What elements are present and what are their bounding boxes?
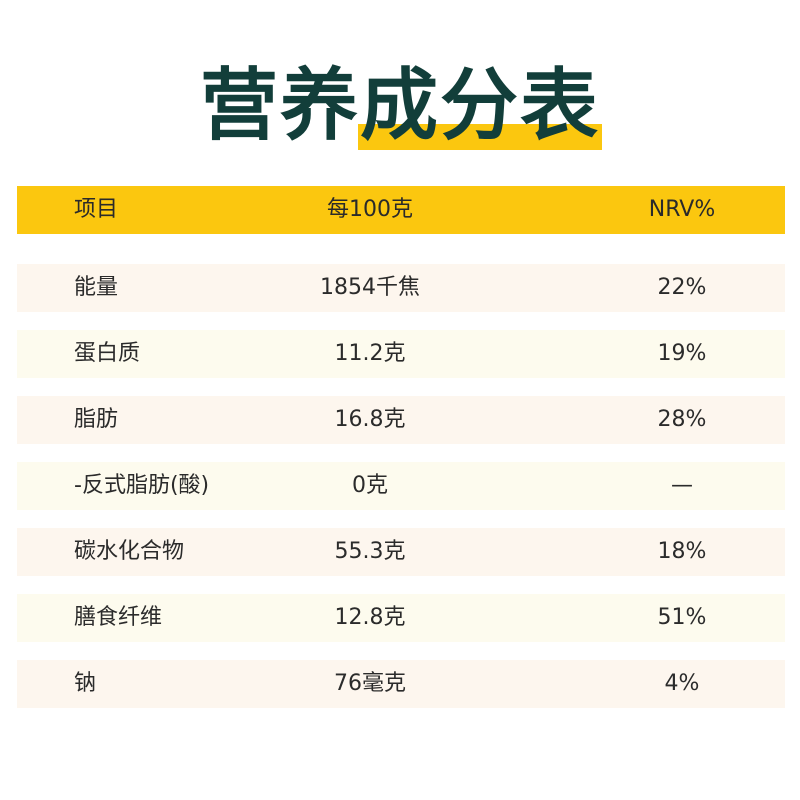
row-nrv: 51% bbox=[657, 605, 707, 630]
row-item: 脂肪 bbox=[74, 407, 119, 432]
row-nrv: 22% bbox=[657, 275, 707, 300]
row-value: 11.2克 bbox=[334, 341, 406, 366]
title-area: 营养成分表 bbox=[0, 58, 800, 158]
header-item: 项目 bbox=[74, 197, 119, 222]
row-value: 1854千焦 bbox=[320, 275, 420, 300]
table-row: -反式脂肪(酸) 0克 — bbox=[17, 462, 785, 510]
table-row: 脂肪 16.8克 28% bbox=[17, 396, 785, 444]
table-row: 蛋白质 11.2克 19% bbox=[17, 330, 785, 378]
row-nrv: 4% bbox=[664, 671, 700, 696]
row-value: 16.8克 bbox=[334, 407, 406, 432]
title-highlight-bar bbox=[358, 124, 602, 150]
header-per100: 每100克 bbox=[327, 197, 413, 222]
row-nrv: 28% bbox=[657, 407, 707, 432]
row-nrv: — bbox=[671, 473, 693, 498]
row-value: 0克 bbox=[352, 473, 388, 498]
row-item: 蛋白质 bbox=[74, 341, 141, 366]
table-row: 碳水化合物 55.3克 18% bbox=[17, 528, 785, 576]
header-nrv: NRV% bbox=[648, 197, 716, 222]
row-item: 膳食纤维 bbox=[74, 605, 163, 630]
row-item: 钠 bbox=[74, 671, 97, 696]
row-value: 76毫克 bbox=[334, 671, 406, 696]
table-header: 项目 每100克 NRV% bbox=[17, 186, 785, 234]
table-row: 能量 1854千焦 22% bbox=[17, 264, 785, 312]
row-value: 55.3克 bbox=[334, 539, 406, 564]
nutrition-table: 项目 每100克 NRV% 能量 1854千焦 22% 蛋白质 11.2克 19… bbox=[17, 186, 785, 726]
table-row: 膳食纤维 12.8克 51% bbox=[17, 594, 785, 642]
row-nrv: 19% bbox=[657, 341, 707, 366]
row-item: 能量 bbox=[74, 275, 119, 300]
row-item: -反式脂肪(酸) bbox=[74, 473, 210, 498]
row-nrv: 18% bbox=[657, 539, 707, 564]
table-row: 钠 76毫克 4% bbox=[17, 660, 785, 708]
row-item: 碳水化合物 bbox=[74, 539, 185, 564]
page-title: 营养成分表 bbox=[199, 61, 600, 151]
row-value: 12.8克 bbox=[334, 605, 406, 630]
